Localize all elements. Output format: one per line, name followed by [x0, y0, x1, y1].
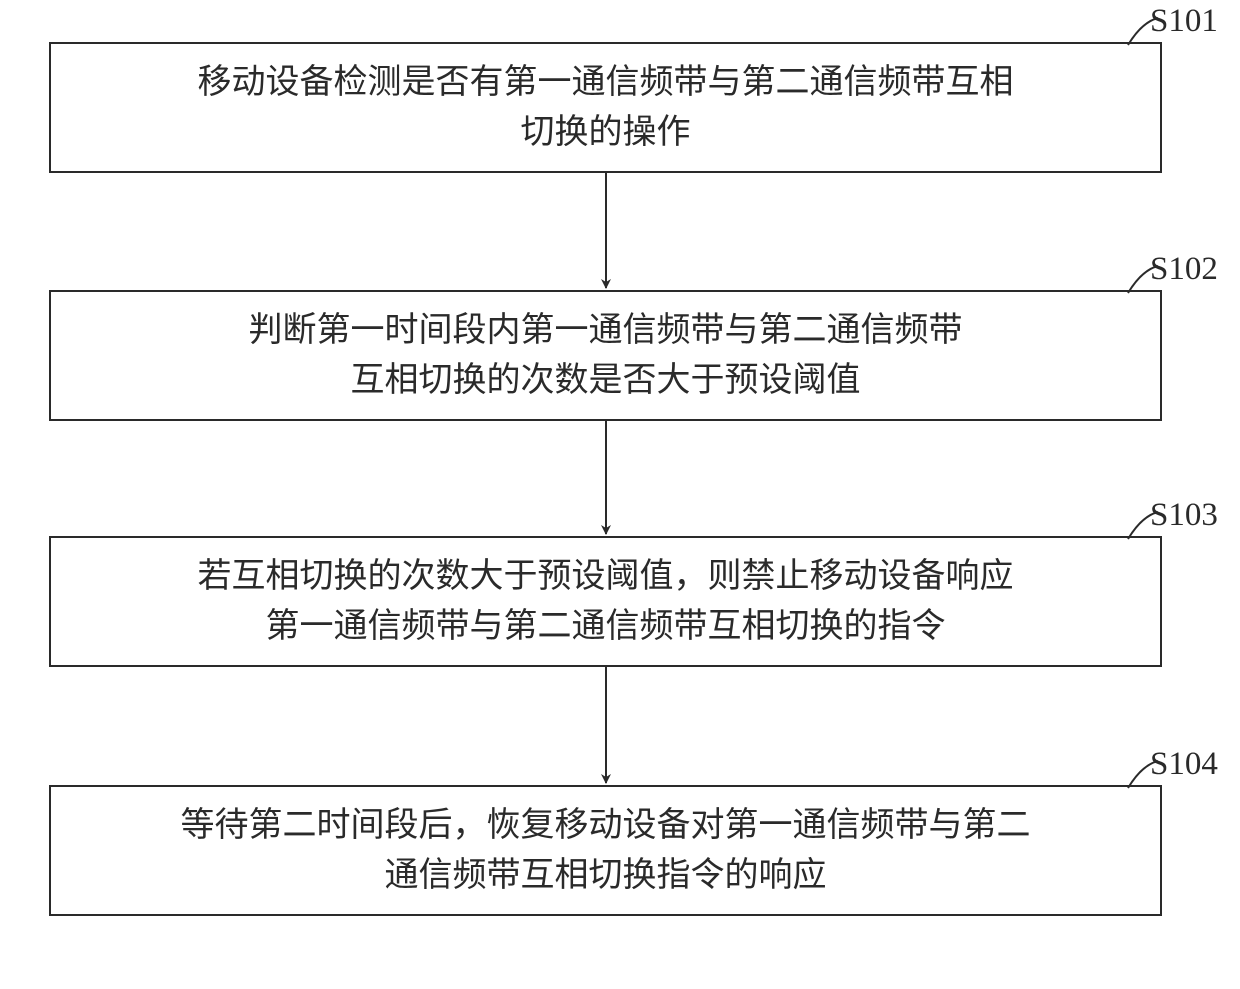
- step-label-s104: S104: [1150, 746, 1218, 783]
- step-label-s101: S101: [1150, 3, 1218, 40]
- flow-node-s101: 移动设备检测是否有第一通信频带与第二通信频带互相 切换的操作: [49, 42, 1162, 173]
- flow-node-s104: 等待第二时间段后，恢复移动设备对第一通信频带与第二 通信频带互相切换指令的响应: [49, 785, 1162, 916]
- flow-node-s103: 若互相切换的次数大于预设阈值，则禁止移动设备响应 第一通信频带与第二通信频带互相…: [49, 536, 1162, 667]
- step-label-s103: S103: [1150, 497, 1218, 534]
- flow-node-s102: 判断第一时间段内第一通信频带与第二通信频带 互相切换的次数是否大于预设阈值: [49, 290, 1162, 421]
- step-label-s102: S102: [1150, 251, 1218, 288]
- flowchart-canvas: 移动设备检测是否有第一通信频带与第二通信频带互相 切换的操作 判断第一时间段内第…: [0, 0, 1240, 989]
